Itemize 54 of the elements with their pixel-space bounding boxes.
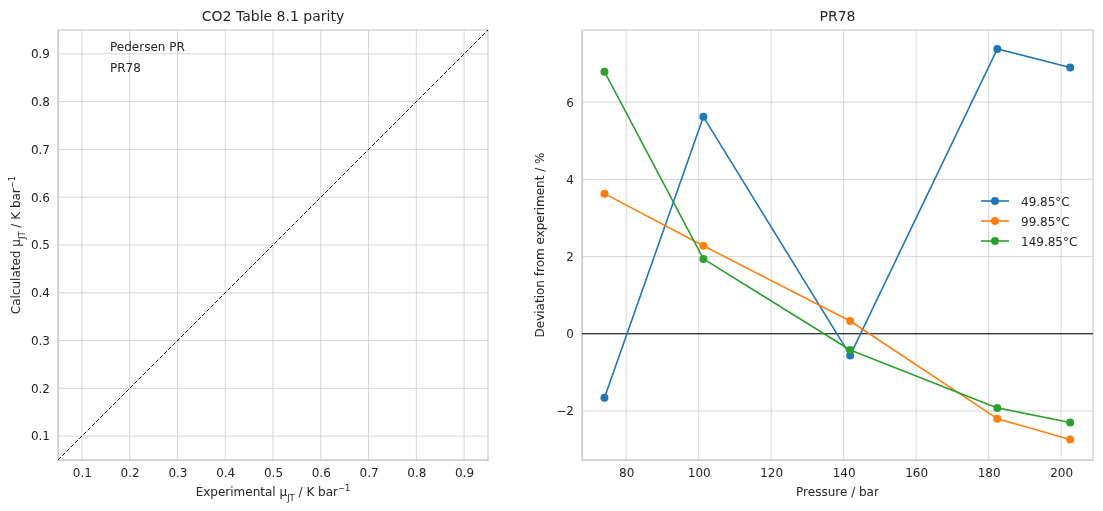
x-tick-label: 0.2 bbox=[120, 465, 140, 480]
point bbox=[699, 254, 708, 263]
x-tick-label: 80 bbox=[619, 465, 635, 480]
point bbox=[846, 317, 855, 326]
annotation: PR78 bbox=[110, 61, 141, 75]
x-tick-label: 0.4 bbox=[216, 465, 236, 480]
x-tick-label: 0.5 bbox=[263, 465, 284, 480]
legend-label: 49.85°C bbox=[1021, 194, 1070, 209]
chart-title: CO2 Table 8.1 parity bbox=[201, 8, 345, 24]
point bbox=[1066, 435, 1075, 444]
point bbox=[993, 414, 1002, 423]
y-tick-label: 0.6 bbox=[30, 190, 50, 205]
x-tick-label: 0.3 bbox=[168, 465, 188, 480]
x-tick-label: 200 bbox=[1050, 465, 1074, 480]
legend-label: 99.85°C bbox=[1021, 214, 1070, 229]
point bbox=[993, 403, 1002, 412]
point bbox=[600, 189, 609, 198]
y-axis-title: Deviation from experiment / % bbox=[533, 152, 547, 338]
x-tick-label: 0.8 bbox=[407, 465, 427, 480]
point bbox=[1066, 418, 1075, 427]
x-axis-title: Pressure / bar bbox=[796, 485, 879, 499]
x-axis-title: Experimental μ$_{JT}$ / K bar$^{−1}$ bbox=[195, 483, 351, 503]
point bbox=[699, 241, 708, 250]
point bbox=[699, 112, 708, 121]
y-tick-label: 0.5 bbox=[30, 238, 50, 253]
y-tick-label: 0.4 bbox=[30, 286, 50, 301]
x-tick-label: 0.1 bbox=[72, 465, 92, 480]
y-tick-label: 4 bbox=[566, 172, 574, 187]
y-tick-label: 0.2 bbox=[30, 381, 50, 396]
point bbox=[600, 67, 609, 76]
annotation: Pedersen PR bbox=[110, 40, 185, 54]
y-tick-label: 0.8 bbox=[30, 95, 50, 110]
y-tick-label: −2 bbox=[556, 404, 574, 419]
y-tick-label: 2 bbox=[566, 249, 574, 264]
y-tick-label: 0.1 bbox=[30, 429, 50, 444]
x-tick-label: 160 bbox=[905, 465, 929, 480]
x-tick-label: 120 bbox=[760, 465, 784, 480]
legend-label: 149.85°C bbox=[1021, 234, 1078, 249]
point bbox=[1066, 63, 1075, 72]
x-tick-label: 140 bbox=[832, 465, 856, 480]
y-tick-label: 0.7 bbox=[30, 142, 50, 157]
y-tick-label: 0.3 bbox=[30, 333, 50, 348]
x-tick-label: 180 bbox=[977, 465, 1001, 480]
y-tick-label: 6 bbox=[566, 95, 574, 110]
x-tick-label: 0.7 bbox=[359, 465, 379, 480]
point bbox=[600, 393, 609, 402]
y-tick-label: 0 bbox=[566, 327, 574, 342]
y-tick-label: 0.9 bbox=[30, 47, 50, 62]
x-tick-label: 100 bbox=[687, 465, 711, 480]
x-tick-label: 0.9 bbox=[455, 465, 475, 480]
chart-title: PR78 bbox=[819, 8, 856, 24]
point bbox=[993, 44, 1002, 53]
x-tick-label: 0.6 bbox=[311, 465, 331, 480]
point bbox=[846, 346, 855, 354]
